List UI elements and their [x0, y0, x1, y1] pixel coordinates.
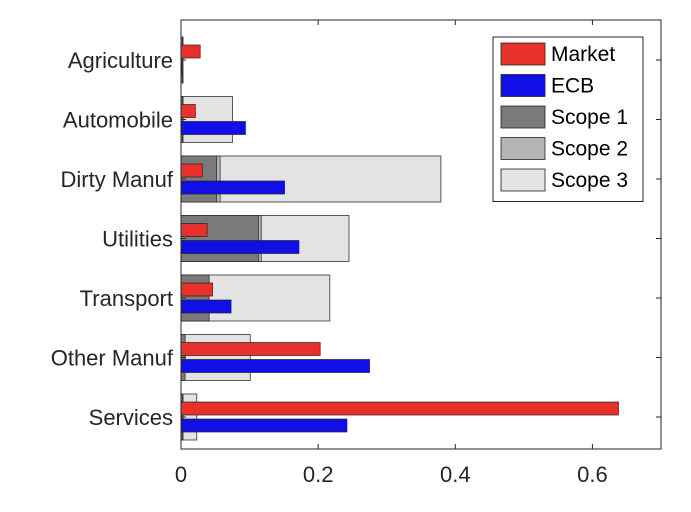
legend-swatch-scope-2	[500, 137, 546, 160]
category-label-transport: Transport	[80, 286, 173, 311]
x-tick-label-2: 0.4	[440, 462, 471, 487]
category-label-services: Services	[89, 405, 173, 430]
bar-market-other-manuf	[180, 342, 321, 356]
category-label-utilities: Utilities	[102, 227, 173, 252]
x-tick-label-0: 0	[175, 462, 187, 487]
bar-scope-3-other-manuf	[180, 334, 251, 381]
axes-frame	[180, 19, 662, 450]
legend-label-scope-1: Scope 1	[551, 106, 628, 129]
bar-market-utilities	[180, 223, 208, 237]
legend-swatch-market	[500, 42, 546, 66]
legend-swatch-scope-3	[500, 168, 546, 192]
bar-scope-1-dirty-manuf	[180, 155, 218, 203]
legend-label-scope-3: Scope 3	[551, 169, 628, 192]
bar-ecb-automobile	[180, 121, 246, 135]
category-label-automobile: Automobile	[63, 108, 173, 133]
bar-ecb-utilities	[180, 240, 300, 254]
legend-label-market: Market	[551, 43, 615, 66]
bar-scope-3-automobile	[180, 96, 233, 143]
bar-ecb-transport	[180, 299, 232, 314]
category-label-dirty-manuf: Dirty Manuf	[61, 167, 174, 192]
bar-market-automobile	[180, 104, 196, 118]
bar-market-services	[180, 401, 619, 416]
bar-ecb-services	[180, 418, 348, 433]
x-tick-label-3: 0.6	[577, 462, 608, 487]
bar-ecb-other-manuf	[180, 359, 370, 373]
legend-label-scope-2: Scope 2	[551, 138, 628, 161]
category-label-agriculture: Agriculture	[68, 48, 173, 73]
bar-market-dirty-manuf	[180, 163, 203, 178]
legend-label-ecb: ECB	[551, 75, 594, 98]
category-label-other-manuf: Other Manuf	[51, 346, 174, 371]
x-tick-label-1: 0.2	[303, 462, 334, 487]
bar-scope-1-utilities	[180, 215, 259, 262]
legend-swatch-scope-1	[500, 105, 546, 129]
bar-market-agriculture	[180, 44, 201, 59]
bar-ecb-dirty-manuf	[180, 180, 285, 195]
legend-swatch-ecb	[500, 74, 546, 97]
bar-market-transport	[180, 282, 213, 297]
